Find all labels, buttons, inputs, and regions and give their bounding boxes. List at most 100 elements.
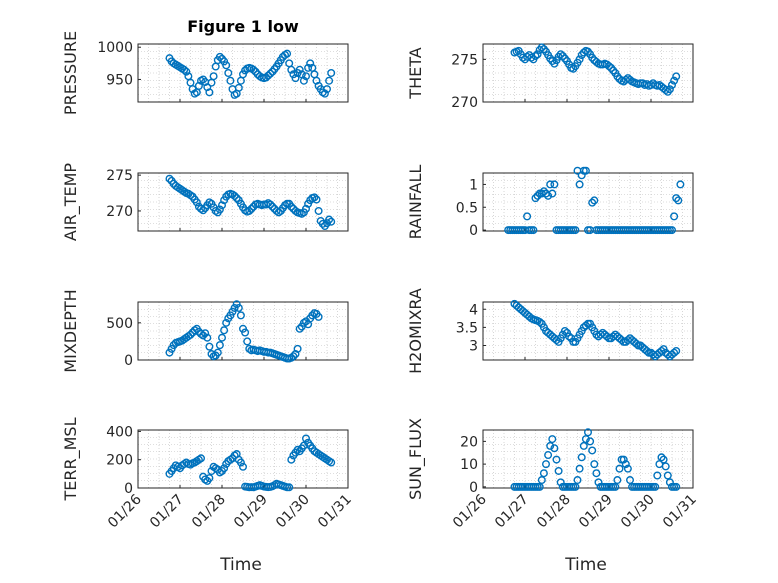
- y-tick-label: 0.5: [456, 200, 478, 216]
- y-axis-label: H2OMIXRA: [406, 288, 425, 374]
- y-tick-label: 4: [469, 302, 478, 318]
- data-point: [542, 460, 551, 469]
- data-point: [552, 455, 561, 464]
- data-point: [554, 466, 563, 475]
- y-tick-label: 10: [460, 457, 478, 473]
- x-tick-label: 01/28: [189, 492, 229, 532]
- data-point: [217, 201, 226, 210]
- data-point: [556, 50, 565, 59]
- data-point: [220, 57, 229, 66]
- chart-panel-row3-right: 3 3.5 4 H2OMIXRA: [406, 288, 694, 374]
- data-point: [220, 326, 229, 335]
- data-point: [577, 171, 586, 180]
- data-point: [546, 180, 555, 189]
- x-tick-label: 01/26: [105, 491, 145, 531]
- x-tick-label: 01/28: [534, 492, 574, 532]
- data-point: [199, 331, 208, 340]
- data-point: [537, 476, 546, 485]
- chart-panel-top-left: 950 1000 PRESSURE Figure 1 low: [61, 17, 349, 115]
- x-axis-label: Time: [219, 555, 262, 575]
- data-point: [619, 455, 628, 464]
- data-point: [550, 180, 559, 189]
- data-point: [327, 458, 336, 467]
- data-point: [289, 70, 298, 79]
- axes-box: [137, 43, 349, 103]
- x-tick-label: 01/31: [660, 492, 700, 532]
- axes-box: [137, 172, 349, 232]
- data-point: [550, 444, 559, 453]
- y-tick-label: 1000: [97, 40, 133, 56]
- y-axis-label: TERR_MSL: [61, 417, 81, 501]
- data-point: [224, 68, 233, 77]
- data-point: [325, 76, 334, 85]
- data-point: [241, 328, 250, 337]
- data-point: [665, 478, 674, 487]
- data-point: [285, 483, 294, 492]
- chart-panel-row2-right: 0 0.5 1 RAINFALL: [406, 165, 694, 240]
- x-tick-label: 01/31: [315, 492, 355, 532]
- data-point: [657, 346, 666, 355]
- data-point: [611, 482, 620, 491]
- data-point: [535, 317, 544, 326]
- data-point: [217, 333, 226, 342]
- data-point: [213, 348, 222, 357]
- data-point: [199, 206, 208, 215]
- data-point: [232, 194, 241, 203]
- y-axis-label: PRESSURE: [61, 31, 80, 115]
- data-point: [238, 70, 247, 79]
- data-point: [590, 196, 599, 205]
- axes-box: [137, 301, 349, 361]
- chart-panel-bottom-right: 0 10 20 01/26 01/27 01/28 01/29 01/30 01/31 SUN_F…: [406, 418, 700, 575]
- data-point: [588, 198, 597, 207]
- data-point: [323, 85, 332, 94]
- x-tick-label: 01/26: [450, 491, 490, 531]
- data-point: [672, 346, 681, 355]
- y-tick-label: 400: [106, 424, 133, 440]
- data-point: [236, 311, 245, 320]
- x-tick-label: 01/29: [576, 492, 616, 532]
- data-point: [573, 476, 582, 485]
- data-point: [209, 72, 218, 81]
- data-point: [287, 202, 296, 211]
- data-point: [575, 180, 584, 189]
- data-point: [548, 435, 557, 444]
- data-point: [581, 435, 590, 444]
- data-point: [306, 59, 315, 68]
- data-point: [594, 478, 603, 487]
- y-tick-label: 3: [469, 339, 478, 355]
- x-axis-label: Time: [564, 555, 607, 575]
- data-point: [180, 65, 189, 74]
- data-point: [325, 215, 334, 224]
- data-point: [215, 52, 224, 61]
- data-point: [285, 59, 294, 68]
- data-point: [665, 85, 674, 94]
- data-point: [613, 476, 622, 485]
- y-axis-label: THETA: [406, 47, 425, 99]
- data-point: [215, 341, 224, 350]
- data-point: [661, 462, 670, 471]
- data-point: [205, 342, 214, 351]
- data-point: [626, 476, 635, 485]
- data-point: [537, 43, 546, 52]
- chart-title: Figure 1 low: [187, 17, 299, 36]
- axes-box: [482, 301, 694, 361]
- y-tick-label: 0: [469, 480, 478, 496]
- chart-panel-top-right: 270 275 THETA: [406, 43, 694, 111]
- data-point: [581, 166, 590, 175]
- data-point: [672, 194, 681, 203]
- data-point: [527, 53, 536, 62]
- data-point: [531, 194, 540, 203]
- x-tick-label: 01/27: [147, 492, 187, 532]
- data-point: [544, 191, 553, 200]
- data-point: [552, 336, 561, 345]
- data-point: [304, 63, 313, 72]
- data-point: [577, 453, 586, 462]
- data-point: [674, 196, 683, 205]
- y-axis-label: RAINFALL: [406, 165, 425, 240]
- data-point: [182, 67, 191, 76]
- data-point: [295, 65, 304, 74]
- data-point: [289, 352, 298, 361]
- data-point: [676, 180, 685, 189]
